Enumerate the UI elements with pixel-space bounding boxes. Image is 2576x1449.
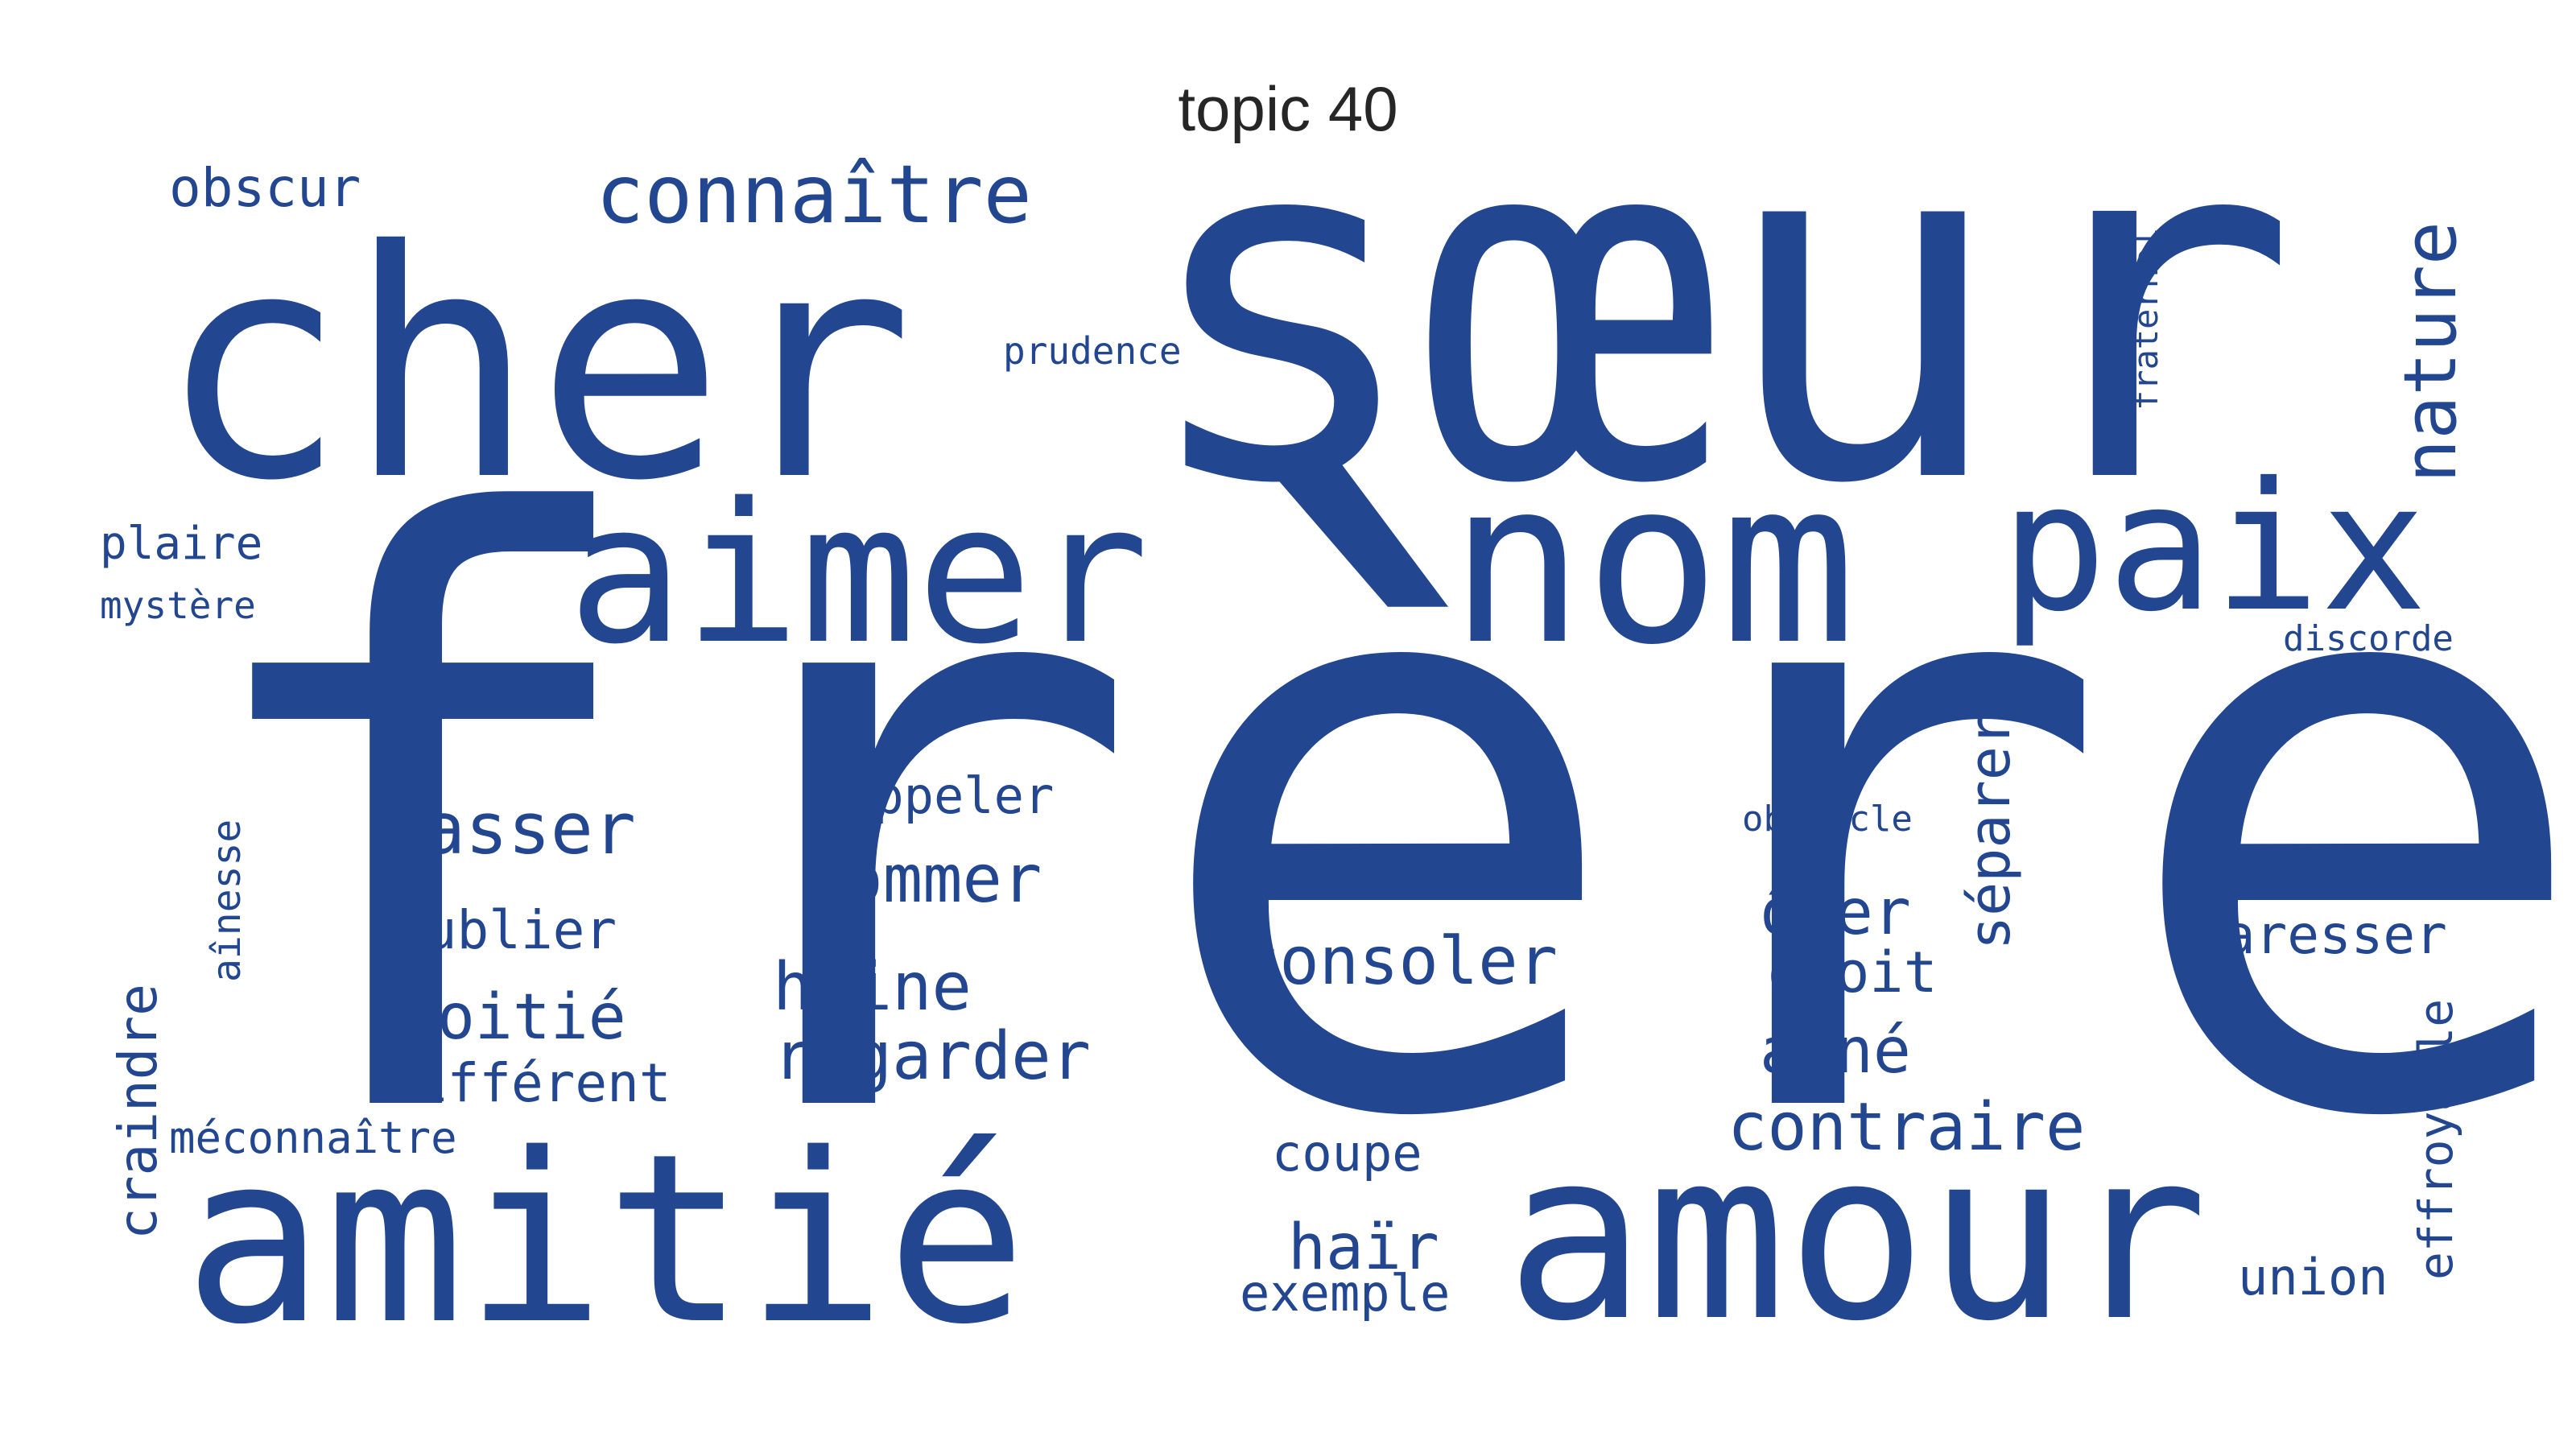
word-31: effroyable <box>2409 999 2463 1280</box>
word-5: nom <box>1449 432 1856 695</box>
word-23: caresser <box>2191 904 2447 966</box>
word-38: mystère <box>100 584 256 627</box>
word-19: haïr <box>1288 1212 1439 1284</box>
word-13: nommer <box>803 841 1042 918</box>
word-21: ôter <box>1760 877 1911 949</box>
word-2: cher <box>158 184 914 549</box>
word-34: aînesse <box>204 819 250 982</box>
word-22: aîné <box>1760 1015 1911 1088</box>
word-6: aimer <box>568 461 1149 687</box>
word-26: différent <box>383 1052 671 1114</box>
word-0: frère <box>175 356 2576 1293</box>
word-39: fraternel <box>2126 227 2165 411</box>
word-16: contraire <box>1728 1089 2085 1166</box>
word-20: séparer <box>1957 712 2023 950</box>
word-12: regarder <box>773 1018 1091 1095</box>
word-30: union <box>2238 1248 2388 1307</box>
word-24: craindre <box>107 984 169 1240</box>
word-8: connaître <box>596 147 1032 242</box>
word-32: plaire <box>100 518 262 570</box>
word-17: obscur <box>169 157 361 219</box>
word-33: méconnaître <box>169 1113 457 1163</box>
word-4: amour <box>1505 1101 2208 1373</box>
word-28: coupe <box>1272 1124 1422 1183</box>
word-14: haine <box>773 949 972 1026</box>
word-15: moitié <box>399 981 626 1054</box>
word-29: exemple <box>1240 1264 1450 1323</box>
word-1: sœur <box>1135 27 2298 589</box>
chart-title: topic 40 <box>1178 73 1398 144</box>
word-35: prudence <box>1003 329 1182 373</box>
word-3: amitié <box>184 1104 1027 1376</box>
word-7: paix <box>2000 444 2427 650</box>
word-36: discorde <box>2283 618 2454 659</box>
word-10: passer <box>380 787 636 870</box>
word-18: oublier <box>393 899 617 961</box>
word-9: nature <box>2388 221 2473 483</box>
word-25: droit <box>1768 939 1938 1005</box>
word-11: consoler <box>1240 923 1558 1000</box>
word-27: appeler <box>844 766 1054 825</box>
word-37: obstacle <box>1742 799 1913 840</box>
